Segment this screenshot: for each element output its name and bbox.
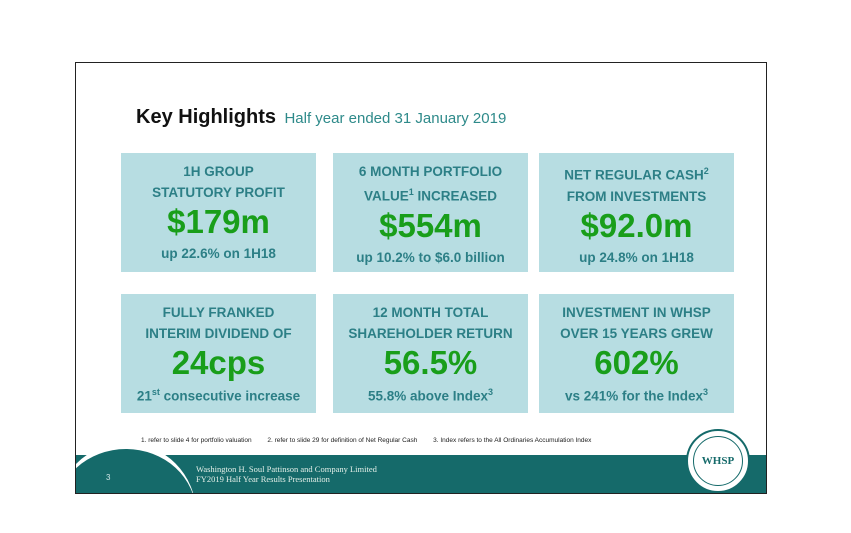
footnote-marker: 3 — [488, 387, 494, 397]
footer-presentation: FY2019 Half Year Results Presentation — [196, 474, 330, 484]
footnote-marker: 2 — [703, 166, 709, 176]
card-label-line2: FROM INVESTMENTS — [566, 188, 707, 204]
card-value: 602% — [594, 344, 679, 381]
footnote-marker: 3 — [703, 387, 709, 397]
card-value: $554m — [379, 206, 482, 244]
card-note-text: vs 241% for the Index — [564, 388, 704, 404]
card-label: 1H GROUP STATUTORY PROFIT — [152, 164, 285, 200]
ordinal-suffix: st — [151, 387, 160, 397]
card-note: up 24.8% on 1H18 — [579, 249, 694, 265]
highlight-card-net-cash: NET REGULAR CASH2 FROM INVESTMENTS $92.0m… — [539, 153, 734, 272]
whsp-logo: WHSP — [686, 429, 750, 493]
card-label-line1: NET REGULAR CASH — [564, 167, 704, 183]
card-label: 12 MONTH TOTAL SHAREHOLDER RETURN — [348, 305, 513, 341]
card-value: $92.0m — [580, 206, 693, 244]
footnote-1: 1. refer to slide 4 for portfolio valuat… — [141, 437, 252, 444]
footnote-3: 3. Index refers to the All Ordinaries Ac… — [433, 437, 592, 444]
card-note: vs 241% for the Index3 — [565, 387, 708, 404]
highlight-card-dividend: FULLY FRANKED INTERIM DIVIDEND OF 24cps … — [121, 294, 316, 413]
card-note-text: 55.8% above Index — [367, 388, 489, 404]
page-number: 3 — [106, 473, 111, 482]
highlight-card-portfolio: 6 MONTH PORTFOLIO VALUE1 INCREASED $554m … — [333, 153, 528, 272]
card-note: 55.8% above Index3 — [368, 387, 493, 404]
card-label: INVESTMENT IN WHSP OVER 15 YEARS GREW — [560, 305, 713, 341]
card-value: 56.5% — [383, 344, 478, 381]
slide: Key Highlights Half year ended 31 Januar… — [75, 62, 767, 494]
card-label: NET REGULAR CASH2 FROM INVESTMENTS — [564, 161, 709, 207]
highlight-card-tsr: 12 MONTH TOTAL SHAREHOLDER RETURN 56.5% … — [333, 294, 528, 413]
slide-subtitle: Half year ended 31 January 2019 — [284, 110, 507, 127]
footer-company: Washington H. Soul Pattinson and Company… — [196, 464, 377, 474]
highlight-card-profit: 1H GROUP STATUTORY PROFIT $179m up 22.6%… — [121, 153, 316, 272]
card-label: 6 MONTH PORTFOLIO VALUE1 INCREASED — [359, 161, 502, 207]
card-value: $179m — [167, 203, 270, 240]
card-note-text: consecutive increase — [159, 388, 301, 404]
logo-seal-icon: WHSP — [693, 436, 743, 486]
logo-text: WHSP — [701, 455, 735, 467]
footnotes: 1. refer to slide 4 for portfolio valuat… — [141, 437, 605, 444]
card-label-line1: 6 MONTH PORTFOLIO — [358, 164, 503, 179]
card-note-number: 21 — [136, 388, 152, 404]
card-label: FULLY FRANKED INTERIM DIVIDEND OF — [145, 305, 292, 341]
slide-title: Key Highlights — [136, 106, 277, 128]
slide-header: Key Highlights Half year ended 31 Januar… — [136, 106, 506, 129]
footnote-marker: 1 — [408, 187, 414, 197]
card-label-line2: VALUE — [363, 188, 409, 204]
card-note: 21st consecutive increase — [137, 387, 300, 404]
card-note: up 10.2% to $6.0 billion — [356, 249, 505, 265]
card-value: 24cps — [171, 344, 266, 381]
footer-curve — [76, 443, 196, 493]
footer-text: Washington H. Soul Pattinson and Company… — [196, 464, 377, 484]
highlight-card-investment: INVESTMENT IN WHSP OVER 15 YEARS GREW 60… — [539, 294, 734, 413]
card-label-line2-end: INCREASED — [413, 188, 498, 204]
footnote-2: 2. refer to slide 29 for definition of N… — [267, 437, 418, 444]
card-note: up 22.6% on 1H18 — [161, 246, 276, 261]
